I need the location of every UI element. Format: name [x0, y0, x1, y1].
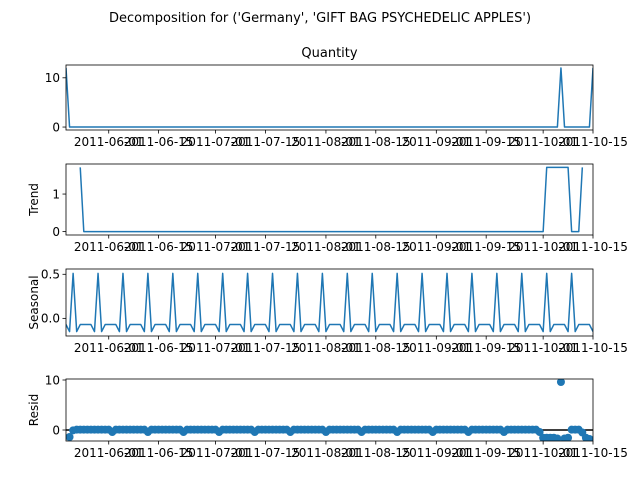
- x-tick-label: 2011-10-15: [558, 446, 628, 460]
- x-tick-label: 2011-08-01: [291, 135, 361, 149]
- x-tick-label: 2011-06-01: [74, 240, 144, 254]
- x-tick-label: 2011-06-01: [74, 135, 144, 149]
- x-tick-label: 2011-10-15: [558, 240, 628, 254]
- series: [79, 166, 584, 233]
- x-tick-label: 2011-08-15: [341, 446, 411, 460]
- x-tick-label: 2011-07-15: [231, 341, 301, 355]
- x-tick-label: 2011-10-01: [508, 135, 578, 149]
- x-tick-label: 2011-10-15: [558, 135, 628, 149]
- y-axis-label: Resid: [27, 394, 41, 426]
- scatter-point: [553, 434, 562, 441]
- scatter-point: [564, 433, 573, 441]
- x-tick-label: 2011-07-01: [181, 240, 251, 254]
- x-tick-label: 2011-08-01: [291, 341, 361, 355]
- x-tick-label: 2011-09-15: [451, 341, 521, 355]
- y-tick-label: 10: [45, 373, 60, 387]
- x-tick-label: 2011-10-01: [508, 341, 578, 355]
- x-tick-label: 2011-07-01: [181, 446, 251, 460]
- x-tick-label: 2011-09-01: [401, 135, 471, 149]
- x-tick-label: 2011-07-15: [231, 240, 301, 254]
- x-tick-label: 2011-10-01: [508, 446, 578, 460]
- x-tick-label: 2011-06-01: [74, 446, 144, 460]
- y-axis-label: Trend: [27, 183, 41, 217]
- x-tick-label: 2011-09-15: [451, 135, 521, 149]
- x-tick-label: 2011-09-15: [451, 240, 521, 254]
- scatter-point: [535, 428, 544, 436]
- y-tick-label: 0: [52, 120, 60, 134]
- scatter-point: [66, 433, 74, 441]
- x-tick-label: 2011-08-15: [341, 240, 411, 254]
- figure-suptitle: Decomposition for ('Germany', 'GIFT BAG …: [109, 11, 531, 26]
- series: [66, 379, 593, 441]
- series: [66, 67, 593, 128]
- axes-frame: [65, 64, 594, 131]
- x-tick-label: 2011-09-01: [401, 240, 471, 254]
- x-tick-label: 2011-08-01: [291, 240, 361, 254]
- x-tick-label: 2011-09-15: [451, 446, 521, 460]
- series-line: [66, 67, 593, 128]
- x-tick-label: 2011-06-01: [74, 341, 144, 355]
- y-axis-label: Seasonal: [27, 275, 41, 329]
- y-tick-label: 1: [52, 187, 60, 201]
- x-tick-label: 2011-08-15: [341, 135, 411, 149]
- series-line: [79, 166, 584, 233]
- x-tick-label: 2011-09-01: [401, 341, 471, 355]
- x-tick-label: 2011-07-15: [231, 135, 301, 149]
- y-tick-label: 0.0: [41, 312, 60, 326]
- panel-resid: Resid0102011-06-012011-06-152011-07-0120…: [27, 373, 628, 460]
- x-tick-label: 2011-10-15: [558, 341, 628, 355]
- panel-seasonal: Seasonal 0.00.52011-06-012011-06-152011-0…: [27, 268, 628, 355]
- axes-frame: [65, 163, 594, 236]
- x-tick-label: 2011-07-01: [181, 341, 251, 355]
- y-tick-label: 10: [45, 71, 60, 85]
- x-tick-label: 2011-06-15: [124, 240, 194, 254]
- y-tick-label: 0: [52, 423, 60, 437]
- series: [66, 272, 593, 333]
- x-tick-label: 2011-09-01: [401, 446, 471, 460]
- x-tick-label: 2011-07-15: [231, 446, 301, 460]
- scatter-point: [585, 435, 593, 441]
- y-tick-label: 0: [52, 225, 60, 239]
- x-tick-label: 2011-10-01: [508, 240, 578, 254]
- y-tick-label: 0.5: [41, 268, 60, 282]
- panel-title: Quantity: [301, 46, 357, 61]
- x-tick-label: 2011-08-01: [291, 446, 361, 460]
- x-tick-label: 2011-06-15: [124, 341, 194, 355]
- x-tick-label: 2011-06-15: [124, 446, 194, 460]
- panel-quantity: Quantity 0 10 2011-06-012011-06-152011-07-0…: [45, 46, 628, 149]
- x-tick-label: 2011-08-15: [341, 341, 411, 355]
- x-tick-label: 2011-06-15: [124, 135, 194, 149]
- axes-frame: [65, 378, 594, 442]
- x-tick-label: 2011-07-01: [181, 135, 251, 149]
- panel-trend: Trend012011-06-012011-06-152011-07-01201…: [27, 163, 628, 254]
- axes-frame: [65, 268, 594, 337]
- series-line: [66, 272, 593, 333]
- scatter-point: [556, 379, 565, 386]
